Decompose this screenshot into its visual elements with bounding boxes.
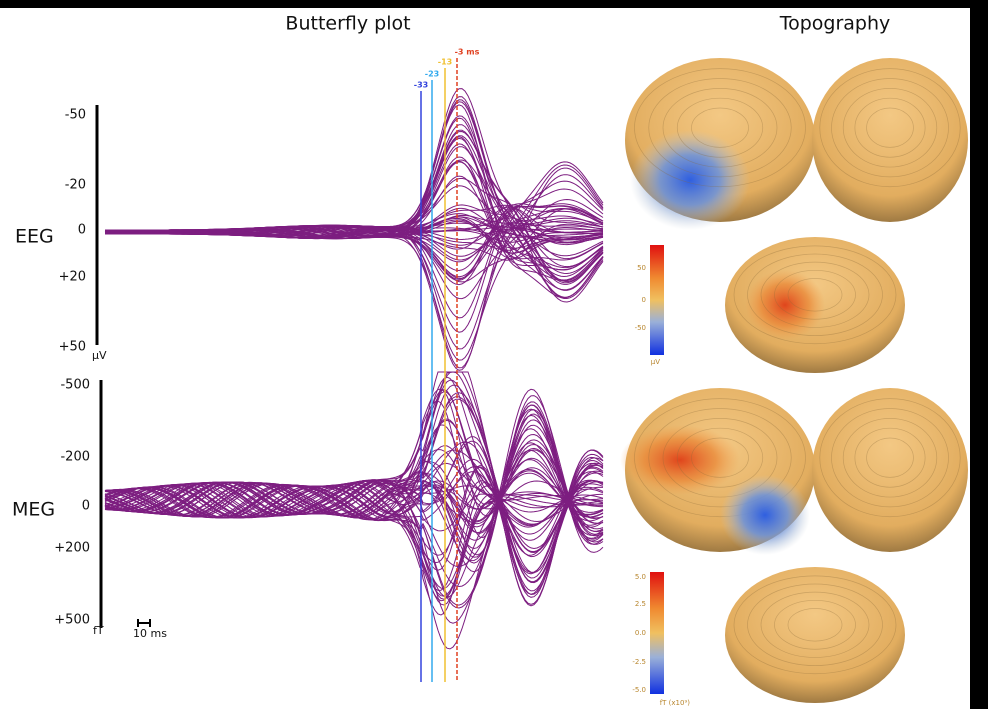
tick-label: -20 [65, 178, 86, 193]
marker-label: -33 [414, 81, 428, 90]
tick-label: +200 [54, 541, 90, 556]
colorbar-label: -2.5 [632, 658, 646, 666]
colorbar-unit: fT (x10⁹) [660, 699, 691, 707]
unit: fT [93, 624, 104, 637]
marker-label: -13 [438, 58, 452, 67]
activity [745, 270, 825, 340]
colorbar-label: 50 [637, 264, 646, 272]
activity [620, 425, 740, 495]
head [812, 388, 968, 552]
tick-label: +500 [54, 613, 90, 628]
colorbar-label: -50 [635, 324, 646, 332]
unit: µV [92, 349, 107, 362]
title: Topography [779, 13, 891, 35]
marker-label: -23 [425, 70, 439, 79]
eeg-label: EEG [15, 226, 54, 248]
tick-label: +50 [59, 340, 86, 355]
tick-label: 0 [82, 499, 90, 514]
colorbar-label: 0.0 [635, 629, 646, 637]
activity [630, 130, 750, 230]
colorbar [650, 572, 664, 694]
tick-label: -50 [65, 108, 86, 123]
colorbar-label: 0 [642, 296, 646, 304]
tick-label: +20 [59, 270, 86, 285]
meg-label: MEG [12, 499, 55, 521]
tick-label: 0 [78, 223, 86, 238]
title: Butterfly plot [285, 13, 410, 35]
colorbar-label: 5.0 [635, 573, 646, 581]
colorbar-label: 2.5 [635, 600, 646, 608]
scale-label: 10 ms [133, 627, 167, 640]
colorbar-unit: µV [651, 358, 660, 366]
tick-label: -200 [60, 450, 90, 465]
activity [720, 475, 810, 555]
figure: Butterfly plot Topography EEG MEG µV fT … [0, 0, 988, 709]
head [725, 567, 905, 703]
head [812, 58, 968, 222]
marker-label: -3 ms [455, 48, 480, 57]
colorbar [650, 245, 664, 355]
tick-label: -500 [60, 378, 90, 393]
colorbar-label: -5.0 [632, 686, 646, 694]
